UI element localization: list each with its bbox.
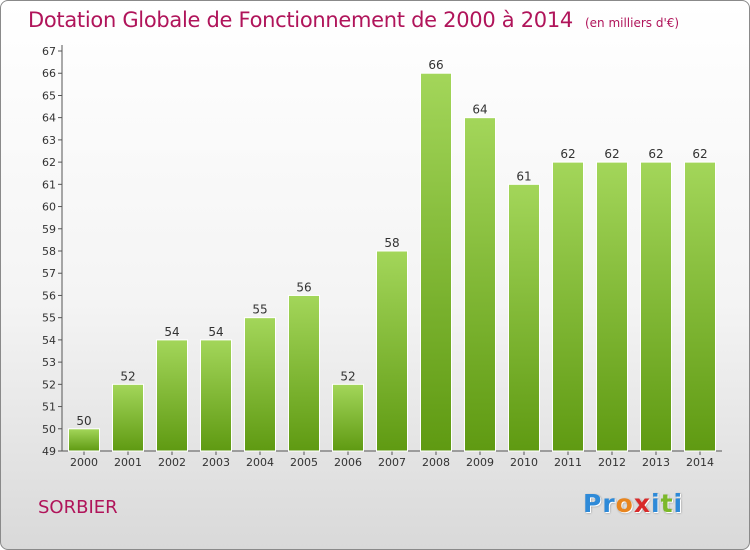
bar [376,250,408,452]
x-tick-label: 2009 [466,456,494,469]
logo-letter: o [615,489,634,518]
y-tick-label: 62 [42,156,56,169]
data-label: 56 [296,280,311,294]
y-tick-label: 66 [42,67,56,80]
x-tick-label: 2000 [70,456,98,469]
y-tick-label: 55 [42,312,56,325]
y-tick-label: 63 [42,134,56,147]
logo-letter: i [673,489,684,518]
axes: 49 50 51 52 53 54 55 56 57 58 59 60 61 62 63 64 65 66 67 20… [42,45,722,469]
bars: 50 52 54 54 55 56 52 58 66 64 61 62 62 62 62 [68,58,716,452]
data-label: 61 [516,169,531,183]
x-tick-label: 2004 [246,456,274,469]
bar [596,161,628,452]
y-tick-label: 49 [42,445,56,458]
y-tick-label: 61 [42,178,56,191]
data-label: 50 [76,414,91,428]
x-tick-label: 2014 [686,456,714,469]
bar [200,339,232,452]
y-tick-label: 53 [42,356,56,369]
chart-title: Dotation Globale de Fonctionnement de 20… [28,8,679,32]
bar [244,317,276,452]
x-tick-label: 2011 [554,456,582,469]
data-label: 64 [472,103,487,117]
logo-letter: i [651,489,661,518]
bar [640,161,672,452]
x-tick-label: 2008 [422,456,450,469]
x-tick-label: 2005 [290,456,318,469]
data-label: 62 [648,147,663,161]
data-label: 54 [208,325,223,339]
x-tick-label: 2001 [114,456,142,469]
y-tick-label: 52 [42,378,56,391]
y-tick-label: 67 [42,45,56,58]
y-tick-label: 51 [42,401,56,414]
bar [684,161,716,452]
y-tick-label: 65 [42,89,56,102]
chart-unit: (en milliers d'€) [584,16,680,30]
logo-letter: x [633,489,651,518]
logo-letter: r [602,489,616,518]
bar [332,383,364,452]
logo-letter: P [583,489,603,518]
x-tick-label: 2013 [642,456,670,469]
x-tick-label: 2010 [510,456,538,469]
data-label: 54 [164,325,179,339]
data-label: 58 [384,236,399,250]
proxiti-logo[interactable]: Proxiti [583,489,683,518]
bar [68,428,100,452]
bar [156,339,188,452]
y-tick-label: 58 [42,245,56,258]
x-tick-label: 2006 [334,456,362,469]
data-label: 62 [560,147,575,161]
data-label: 52 [120,369,135,383]
bar [420,72,452,452]
y-tick-label: 59 [42,223,56,236]
bar [552,161,584,452]
data-label: 55 [252,303,267,317]
x-tick-label: 2003 [202,456,230,469]
y-tick-label: 60 [42,201,56,214]
data-label: 52 [340,369,355,383]
data-label: 62 [604,147,619,161]
x-tick-label: 2007 [378,456,406,469]
data-label: 66 [428,58,443,72]
data-label: 62 [692,147,707,161]
y-tick-label: 56 [42,289,56,302]
x-tick-label: 2002 [158,456,186,469]
y-tick-label: 50 [42,423,56,436]
bar [464,117,496,452]
y-tick-label: 57 [42,267,56,280]
bar [288,294,320,452]
y-tick-label: 54 [42,334,56,347]
y-tick-label: 64 [42,112,56,125]
logo-letter: t [660,489,674,518]
chart-title-text: Dotation Globale de Fonctionnement de 20… [28,8,573,32]
bar [112,383,144,452]
city-name: SORBIER [38,497,118,518]
x-tick-label: 2012 [598,456,626,469]
bar [508,183,540,452]
